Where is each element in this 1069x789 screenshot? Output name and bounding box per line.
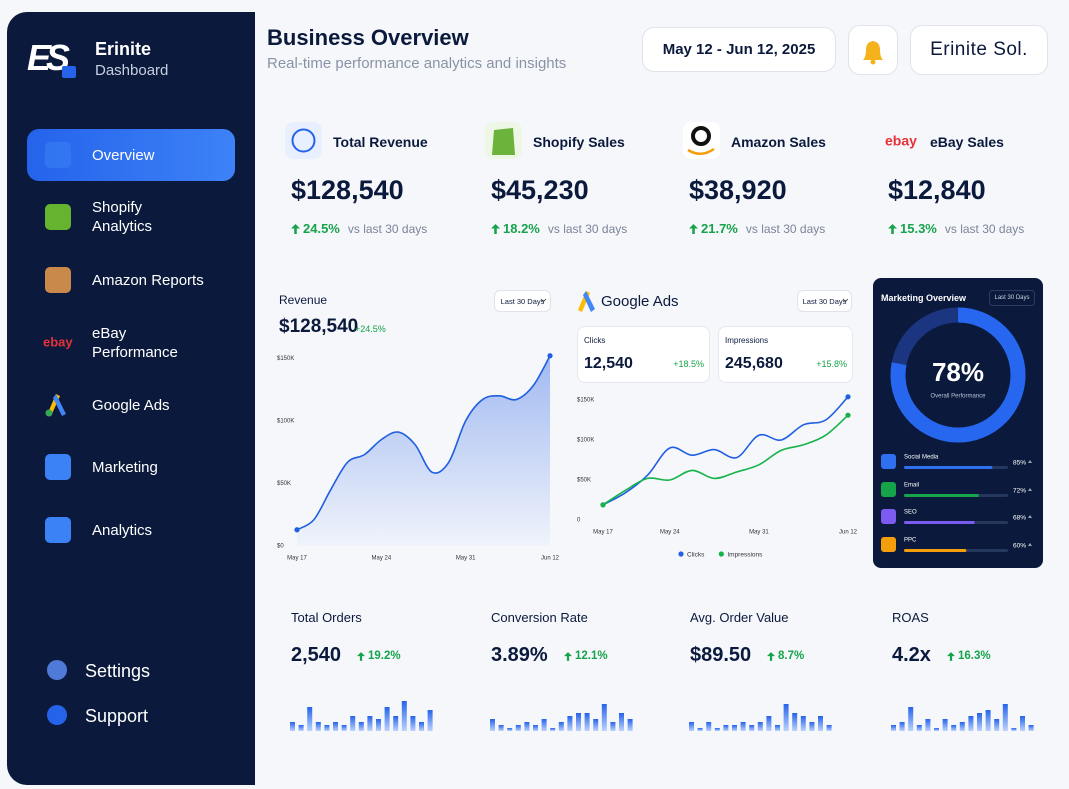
kpi-note: vs last 30 days: [745, 222, 826, 236]
kpi-change: 21.7%: [701, 221, 738, 236]
kpi-label: Amazon Sales: [731, 134, 826, 150]
ads-stat-change: +18.5%: [673, 359, 704, 369]
ads-stat-value: 245,680: [725, 355, 783, 372]
up-arrow: [357, 651, 365, 661]
metric-value: 2,540: [291, 644, 342, 666]
period-select[interactable]: Last 30 Days: [494, 290, 551, 312]
metric-change-row: 19.2%: [357, 649, 401, 663]
metric-change-row: 12.1%: [564, 649, 608, 663]
metric-change: 19.2%: [368, 650, 401, 662]
up-arrow: [767, 651, 775, 661]
page-title: Business Overview: [267, 25, 469, 50]
brand-name: Erinite: [95, 39, 152, 59]
logo: ES: [27, 37, 70, 78]
kpi-value: $128,540: [291, 175, 404, 205]
nav-item[interactable]: Google Ads: [92, 396, 170, 414]
chart-change: +24.5%: [355, 324, 386, 334]
metric-label: Total Orders: [291, 610, 362, 625]
kpi-value: $38,920: [689, 175, 787, 205]
metric-value: $89.50: [690, 644, 752, 666]
up-arrow: [564, 651, 572, 661]
up-arrow: [291, 224, 300, 234]
arrow-shape: [689, 224, 698, 234]
up-arrow: [947, 651, 955, 661]
arrow-shape: [564, 651, 572, 661]
arrow-shape: [357, 651, 365, 661]
up-arrow: [888, 224, 897, 234]
marketing-card: [873, 278, 1043, 568]
chart-title: Revenue: [279, 293, 328, 307]
up-arrow: [689, 224, 698, 234]
nav-item[interactable]: Marketing: [92, 458, 158, 476]
metric-value: 3.89%: [491, 644, 548, 666]
kpi-label: eBay Sales: [930, 134, 1004, 150]
kpi-change-row: 18.2% vs last 30 days: [491, 221, 627, 237]
arrow-shape: [291, 224, 300, 234]
nav-footer-item[interactable]: Support: [85, 706, 149, 726]
page-subtitle: Real-time performance analytics and insi…: [267, 55, 567, 72]
metric-change-row: 16.3%: [947, 649, 991, 663]
ads-stat-value: 12,540: [584, 355, 633, 372]
nav-item[interactable]: Amazon Reports: [92, 271, 204, 289]
kpi-change-row: 24.5% vs last 30 days: [291, 221, 427, 237]
period-select[interactable]: Last 30 Days: [797, 290, 852, 312]
kpi-label: Shopify Sales: [533, 134, 625, 150]
chart-title: Google Ads: [601, 293, 679, 310]
arrow-shape: [947, 651, 955, 661]
metric-change: 16.3%: [958, 650, 991, 662]
kpi-change: 24.5%: [303, 221, 340, 236]
nav-footer-item[interactable]: Settings: [85, 661, 151, 681]
ads-stat-label: Clicks: [584, 336, 606, 345]
kpi-change: 18.2%: [503, 221, 540, 236]
kpi-change: 15.3%: [900, 221, 937, 236]
period-select[interactable]: Last 30 Days: [989, 290, 1035, 306]
nav-item[interactable]: eBay Performance: [92, 325, 178, 361]
nav-item[interactable]: Analytics: [92, 521, 153, 539]
account-button[interactable]: Erinite Sol.: [910, 25, 1048, 75]
metric-change: 12.1%: [575, 650, 608, 662]
arrow-shape: [767, 651, 775, 661]
ads-stat-change: +15.8%: [816, 359, 847, 369]
nav-item[interactable]: Shopify Analytics: [92, 199, 153, 235]
arrow-shape: [491, 224, 500, 234]
ads-stat-label: Impressions: [725, 336, 769, 345]
brand-subtitle: Dashboard: [95, 62, 169, 79]
nav-item[interactable]: Overview: [92, 146, 155, 164]
metric-label: Avg. Order Value: [690, 610, 789, 625]
date-range-button[interactable]: May 12 - Jun 12, 2025: [642, 27, 836, 72]
metric-value: 4.2x: [892, 644, 931, 666]
kpi-note: vs last 30 days: [944, 222, 1025, 236]
kpi-value: $45,230: [491, 175, 589, 205]
kpi-change-row: 21.7% vs last 30 days: [689, 221, 825, 237]
kpi-note: vs last 30 days: [547, 222, 628, 236]
marketing-title: Marketing Overview: [881, 293, 967, 303]
metric-label: Conversion Rate: [491, 610, 588, 625]
chart-total: $128,540: [279, 316, 359, 337]
metric-change-row: 8.7%: [767, 649, 804, 663]
kpi-label: Total Revenue: [333, 134, 428, 150]
ads-stat-card: [718, 326, 853, 383]
metric-label: ROAS: [892, 610, 929, 625]
kpi-value: $12,840: [888, 175, 986, 205]
kpi-change-row: 15.3% vs last 30 days: [888, 221, 1024, 237]
ads-card card: [569, 277, 860, 570]
ads-stat-card: [577, 326, 710, 383]
metric-change: 8.7%: [778, 650, 805, 662]
kpi-note: vs last 30 days: [347, 222, 428, 236]
up-arrow: [491, 224, 500, 234]
arrow-shape: [888, 224, 897, 234]
notification-button[interactable]: [848, 25, 898, 75]
